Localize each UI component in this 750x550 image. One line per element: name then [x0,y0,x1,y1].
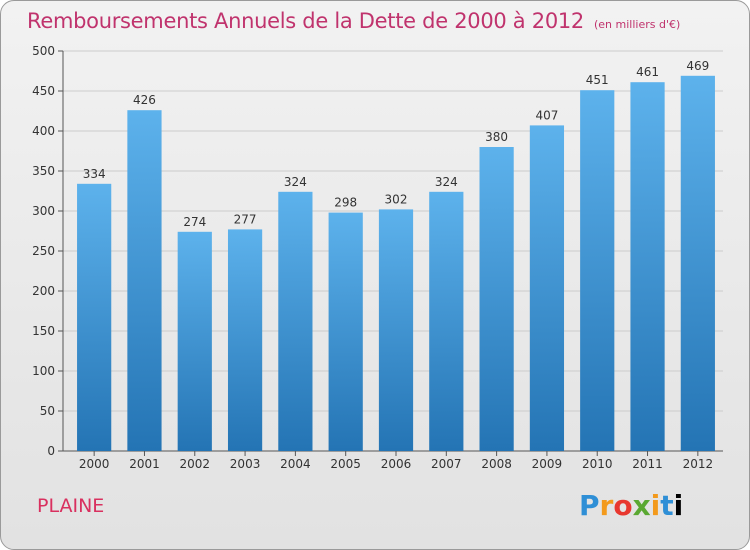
x-tick-label: 2010 [582,457,613,471]
y-tick-label: 100 [32,364,55,378]
y-tick-label: 250 [32,244,55,258]
bar [328,212,363,451]
bar-value-label: 274 [183,215,206,229]
bar-value-label: 324 [435,175,458,189]
bar [77,183,112,452]
x-tick-label: 2005 [330,457,361,471]
bar-value-label: 380 [485,130,508,144]
x-tick-label: 2012 [683,457,714,471]
bar [429,191,464,452]
bar-value-label: 298 [334,196,357,210]
x-tick-label: 2003 [230,457,261,471]
logo-letter: i [650,489,661,522]
logo-letter: x [632,489,651,522]
bar-value-label: 461 [636,65,659,79]
chart-unit: (en milliers d'€) [594,18,681,31]
bar-value-label: 426 [133,93,156,107]
bar [127,110,162,451]
x-tick-label: 2004 [280,457,311,471]
y-tick-label: 400 [32,124,55,138]
bar-value-label: 451 [586,73,609,87]
x-tick-label: 2002 [179,457,210,471]
x-tick-label: 2011 [632,457,663,471]
x-tick-label: 2001 [129,457,160,471]
bar [680,75,715,452]
logo-letter: o [613,489,633,522]
y-tick-label: 350 [32,164,55,178]
bar-value-label: 407 [535,108,558,122]
logo-letter: P [579,489,600,522]
bar [630,82,665,451]
bar [278,191,313,452]
chart-title-text: Remboursements Annuels de la Dette de 20… [27,9,584,33]
x-tick-label: 2006 [381,457,412,471]
bar-value-label: 324 [284,175,307,189]
logo-letter: t [660,489,674,522]
commune-name: PLAINE [37,495,105,517]
bar-value-label: 277 [234,212,257,226]
bar [580,90,615,451]
y-tick-label: 150 [32,324,55,338]
bar-value-label: 469 [686,59,709,73]
y-tick-label: 0 [47,444,55,458]
bar [479,147,514,451]
y-tick-label: 450 [32,84,55,98]
x-tick-label: 2000 [79,457,110,471]
bar [529,125,565,452]
bar [227,229,263,451]
x-tick-label: 2009 [532,457,563,471]
bar-value-label: 334 [83,167,106,181]
chart-title: Remboursements Annuels de la Dette de 20… [27,9,680,33]
logo-letter: i [673,489,684,522]
proxiti-logo: Proxiti [579,489,683,522]
y-tick-label: 200 [32,284,55,298]
y-tick-label: 500 [32,44,55,58]
y-tick-label: 300 [32,204,55,218]
bar [177,231,212,451]
x-tick-label: 2007 [431,457,462,471]
x-tick-label: 2008 [481,457,512,471]
y-tick-label: 50 [40,404,55,418]
bar-value-label: 302 [385,192,408,206]
bar [378,209,414,451]
logo-letter: r [599,489,614,522]
